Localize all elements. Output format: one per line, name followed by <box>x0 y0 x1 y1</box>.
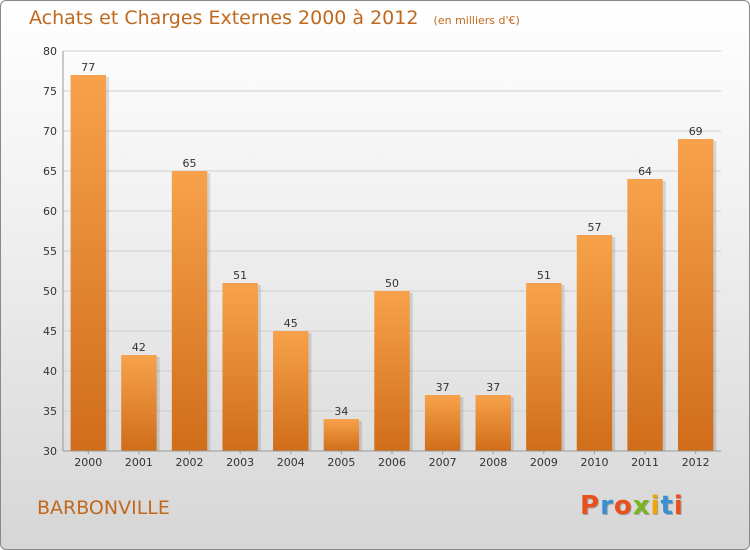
bar <box>576 235 613 451</box>
x-tick-label: 2006 <box>378 456 406 469</box>
bar <box>323 419 360 451</box>
data-label: 51 <box>537 269 551 282</box>
chart-title: Achats et Charges Externes 2000 à 2012 <box>29 7 419 29</box>
y-tick-label: 55 <box>43 245 57 258</box>
y-tick-label: 60 <box>43 205 57 218</box>
proxiti-logo[interactable]: Proxiti <box>580 491 684 521</box>
y-tick-label: 80 <box>43 45 57 58</box>
bar <box>627 179 663 451</box>
x-tick-label: 2004 <box>277 456 305 469</box>
logo-letter: P <box>580 491 601 521</box>
data-label: 50 <box>385 277 399 290</box>
bar <box>424 395 461 451</box>
x-tick-label: 2000 <box>74 456 102 469</box>
logo-letter: t <box>660 491 674 521</box>
bar <box>222 283 258 451</box>
bar <box>171 171 208 451</box>
data-label: 45 <box>284 317 298 330</box>
x-tick-label: 2001 <box>125 456 153 469</box>
town-name: BARBONVILLE <box>37 497 170 519</box>
x-tick-label: 2002 <box>176 456 204 469</box>
y-tick-label: 75 <box>43 85 57 98</box>
x-tick-label: 2012 <box>682 456 710 469</box>
data-label: 77 <box>81 61 95 74</box>
bar <box>70 75 107 451</box>
logo-letter: o <box>613 491 633 521</box>
data-label: 37 <box>436 381 450 394</box>
bar <box>677 139 714 451</box>
logo-letter: x <box>632 491 651 521</box>
bar <box>273 331 309 451</box>
x-tick-label: 2010 <box>580 456 608 469</box>
data-label: 42 <box>132 341 146 354</box>
x-tick-label: 2008 <box>479 456 507 469</box>
logo-letter: i <box>673 491 684 521</box>
data-label: 57 <box>587 221 601 234</box>
data-label: 34 <box>334 405 348 418</box>
x-tick-label: 2011 <box>631 456 659 469</box>
y-tick-label: 30 <box>43 445 57 458</box>
y-tick-label: 50 <box>43 285 57 298</box>
data-label: 51 <box>233 269 247 282</box>
y-tick-label: 65 <box>43 165 57 178</box>
logo-letter: i <box>650 491 661 521</box>
bar <box>526 283 562 451</box>
data-label: 69 <box>689 125 703 138</box>
x-tick-label: 2005 <box>327 456 355 469</box>
data-label: 65 <box>183 157 197 170</box>
x-tick-label: 2003 <box>226 456 254 469</box>
x-tick-label: 2007 <box>429 456 457 469</box>
y-tick-label: 35 <box>43 405 57 418</box>
y-tick-label: 40 <box>43 365 57 378</box>
bar <box>475 395 511 451</box>
data-label: 37 <box>486 381 500 394</box>
data-label: 64 <box>638 165 652 178</box>
chart-unit: (en milliers d'€) <box>433 14 520 27</box>
chart-title-line: Achats et Charges Externes 2000 à 2012 (… <box>29 7 520 29</box>
bar <box>121 355 157 451</box>
bar <box>374 291 410 451</box>
logo-letter: r <box>600 491 614 521</box>
x-tick-label: 2009 <box>530 456 558 469</box>
y-tick-label: 45 <box>43 325 57 338</box>
y-tick-label: 70 <box>43 125 57 138</box>
